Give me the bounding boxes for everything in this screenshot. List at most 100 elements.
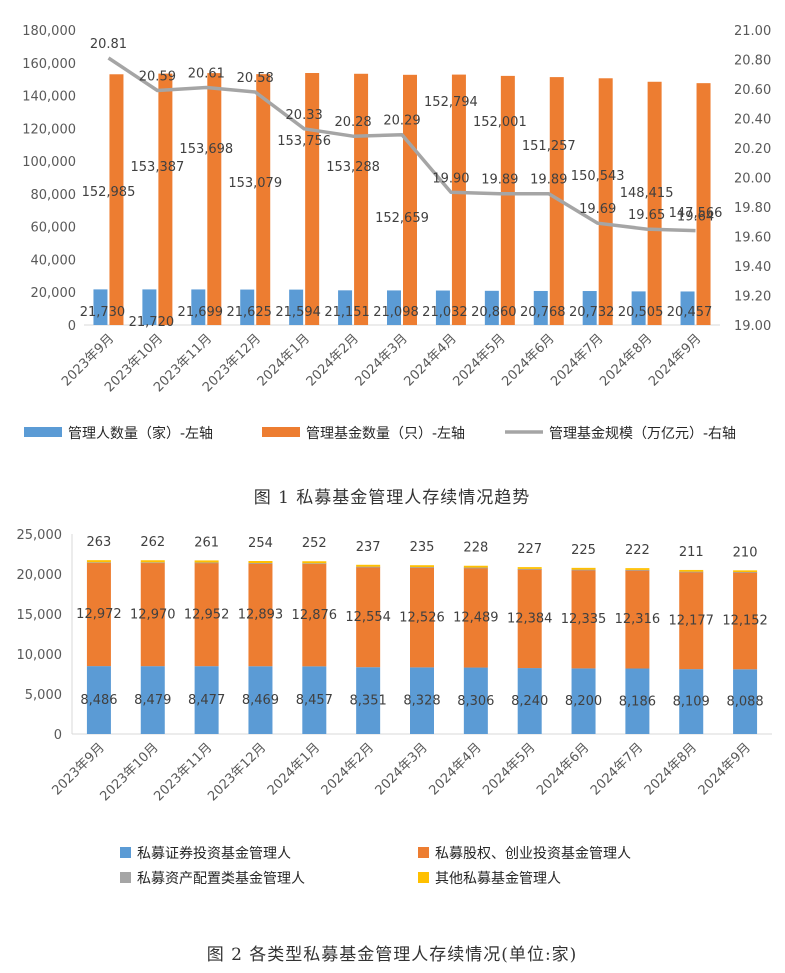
- bar-other-manager: [248, 561, 273, 564]
- x-axis-tick: 2024年2月: [319, 740, 377, 798]
- legend-swatch-manager-count: [24, 427, 62, 437]
- y-axis-right-tick: 19.00: [734, 319, 771, 334]
- bar-other-manager: [517, 567, 542, 569]
- legend-swatch-other-manager: [418, 872, 429, 883]
- bar-fund-count: [696, 83, 711, 325]
- data-label-manager-count: 20,860: [471, 305, 517, 320]
- bar-asset-allocation-manager: [140, 562, 165, 564]
- bar-other-manager: [194, 560, 219, 563]
- bar-other-manager: [302, 561, 327, 564]
- line-fund-scale: [107, 56, 696, 233]
- legend-swatch-fund-count: [262, 427, 300, 437]
- bar-equity-vc-manager: [86, 562, 111, 667]
- y-axis-tick: 25,000: [17, 528, 63, 543]
- data-label-fund-count: 152,659: [375, 211, 429, 226]
- x-axis-tick: 2024年9月: [696, 740, 754, 798]
- data-label-manager-count: 20,457: [667, 305, 713, 320]
- bar-securities-manager: [356, 667, 381, 734]
- bar-securities-manager: [410, 667, 434, 734]
- bar-securities-manager: [517, 668, 542, 734]
- x-axis-tick: 2024年1月: [265, 740, 323, 798]
- legend-swatch-securities-manager: [120, 847, 131, 858]
- bar-equity-vc-manager: [517, 569, 542, 669]
- bar-asset-allocation-manager: [679, 571, 704, 573]
- data-label-securities-manager: 8,477: [188, 693, 225, 708]
- x-axis-tick: 2024年3月: [373, 740, 431, 798]
- data-label-manager-count: 21,098: [373, 305, 419, 320]
- legend-swatch-equity-vc-manager: [418, 847, 429, 858]
- bar-equity-vc-manager: [194, 562, 219, 667]
- bar-manager-count: [289, 289, 304, 325]
- bar-other-manager: [86, 560, 111, 563]
- y-axis-right-tick: 20.60: [734, 83, 771, 98]
- bar-fund-count: [549, 77, 564, 325]
- data-label-fund-count: 153,288: [326, 160, 380, 175]
- data-label-other-manager: 225: [571, 543, 596, 558]
- x-axis-tick: 2024年8月: [642, 740, 700, 798]
- chart-2-manager-types: 0 5,000 10,000 15,000 20,000 25,000 8,486 12,9…: [17, 528, 772, 965]
- y-axis-right-tick: 20.80: [734, 54, 771, 69]
- y-axis-left-tick: 160,000: [22, 57, 76, 72]
- y-axis-left-tick: 140,000: [22, 90, 76, 105]
- bar-securities-manager: [194, 666, 219, 734]
- data-label-manager-count: 21,032: [422, 305, 468, 320]
- data-label-equity-vc-manager: 12,970: [130, 607, 176, 622]
- y-axis-right-tick: 19.80: [734, 201, 771, 216]
- y-axis-left-tick: 20,000: [31, 286, 77, 301]
- data-label-manager-count: 20,768: [520, 305, 566, 320]
- data-label-other-manager: 227: [517, 542, 542, 557]
- bar-manager-count: [142, 289, 157, 325]
- data-label-fund-count: 152,985: [82, 185, 136, 200]
- data-label-fund-scale: 19.89: [481, 173, 518, 188]
- data-label-manager-count: 20,505: [618, 305, 664, 320]
- data-label-fund-scale: 20.28: [334, 115, 371, 130]
- bar-securities-manager: [571, 668, 596, 734]
- chart-1-manager-trend: 0 20,000 40,000 60,000 80,000 100,000 120,000 1…: [22, 24, 771, 508]
- bar-fund-count: [500, 75, 515, 325]
- data-label-fund-count: 152,001: [473, 115, 527, 130]
- bar-manager-count: [338, 290, 353, 325]
- data-label-equity-vc-manager: 12,152: [722, 614, 768, 629]
- data-label-fund-count: 147,566: [669, 206, 723, 221]
- y-axis-right-tick: 19.20: [734, 290, 771, 305]
- data-label-equity-vc-manager: 12,316: [615, 612, 661, 627]
- data-label-equity-vc-manager: 12,177: [668, 613, 714, 628]
- data-label-other-manager: 261: [194, 535, 219, 550]
- data-label-fund-scale: 20.61: [188, 67, 225, 82]
- data-label-manager-count: 21,720: [129, 315, 175, 330]
- data-label-securities-manager: 8,328: [403, 694, 440, 709]
- bar-other-manager: [410, 565, 434, 568]
- legend-label-fund-count: 管理基金数量（只）-左轴: [306, 425, 465, 442]
- legend-label-asset-allocation-manager: 私募资产配置类基金管理人: [137, 870, 305, 887]
- data-label-fund-scale: 20.59: [139, 69, 176, 84]
- bar-asset-allocation-manager: [410, 567, 434, 568]
- bar-equity-vc-manager: [679, 571, 704, 670]
- y-axis-left-tick: 60,000: [31, 221, 77, 236]
- data-label-securities-manager: 8,479: [134, 693, 171, 708]
- data-label-fund-scale: 20.29: [383, 114, 420, 129]
- y-axis-tick: 15,000: [17, 608, 63, 623]
- bar-other-manager: [625, 568, 650, 570]
- bar-securities-manager: [140, 666, 165, 734]
- y-axis-left-tick: 120,000: [22, 122, 76, 137]
- bar-securities-manager: [248, 666, 273, 734]
- data-label-other-manager: 262: [140, 535, 165, 550]
- data-label-equity-vc-manager: 12,972: [76, 607, 122, 622]
- bar-manager-count: [387, 290, 401, 325]
- legend-label-manager-count: 管理人数量（家）-左轴: [68, 425, 213, 442]
- data-label-fund-scale: 20.33: [286, 108, 323, 123]
- data-label-fund-scale: 19.69: [579, 202, 616, 217]
- x-axis-tick: 2024年4月: [426, 740, 484, 798]
- bar-manager-count: [680, 291, 695, 325]
- bar-securities-manager: [86, 666, 111, 734]
- data-label-manager-count: 20,732: [569, 305, 615, 320]
- data-label-other-manager: 252: [302, 536, 327, 551]
- data-label-securities-manager: 8,109: [673, 695, 710, 710]
- bar-other-manager: [140, 560, 165, 563]
- legend-swatch-asset-allocation-manager: [120, 872, 131, 883]
- bar-equity-vc-manager: [302, 563, 327, 667]
- data-label-other-manager: 228: [463, 541, 488, 556]
- bar-fund-count: [305, 73, 320, 325]
- bar-fund-count: [354, 73, 369, 325]
- data-label-equity-vc-manager: 12,489: [453, 611, 499, 626]
